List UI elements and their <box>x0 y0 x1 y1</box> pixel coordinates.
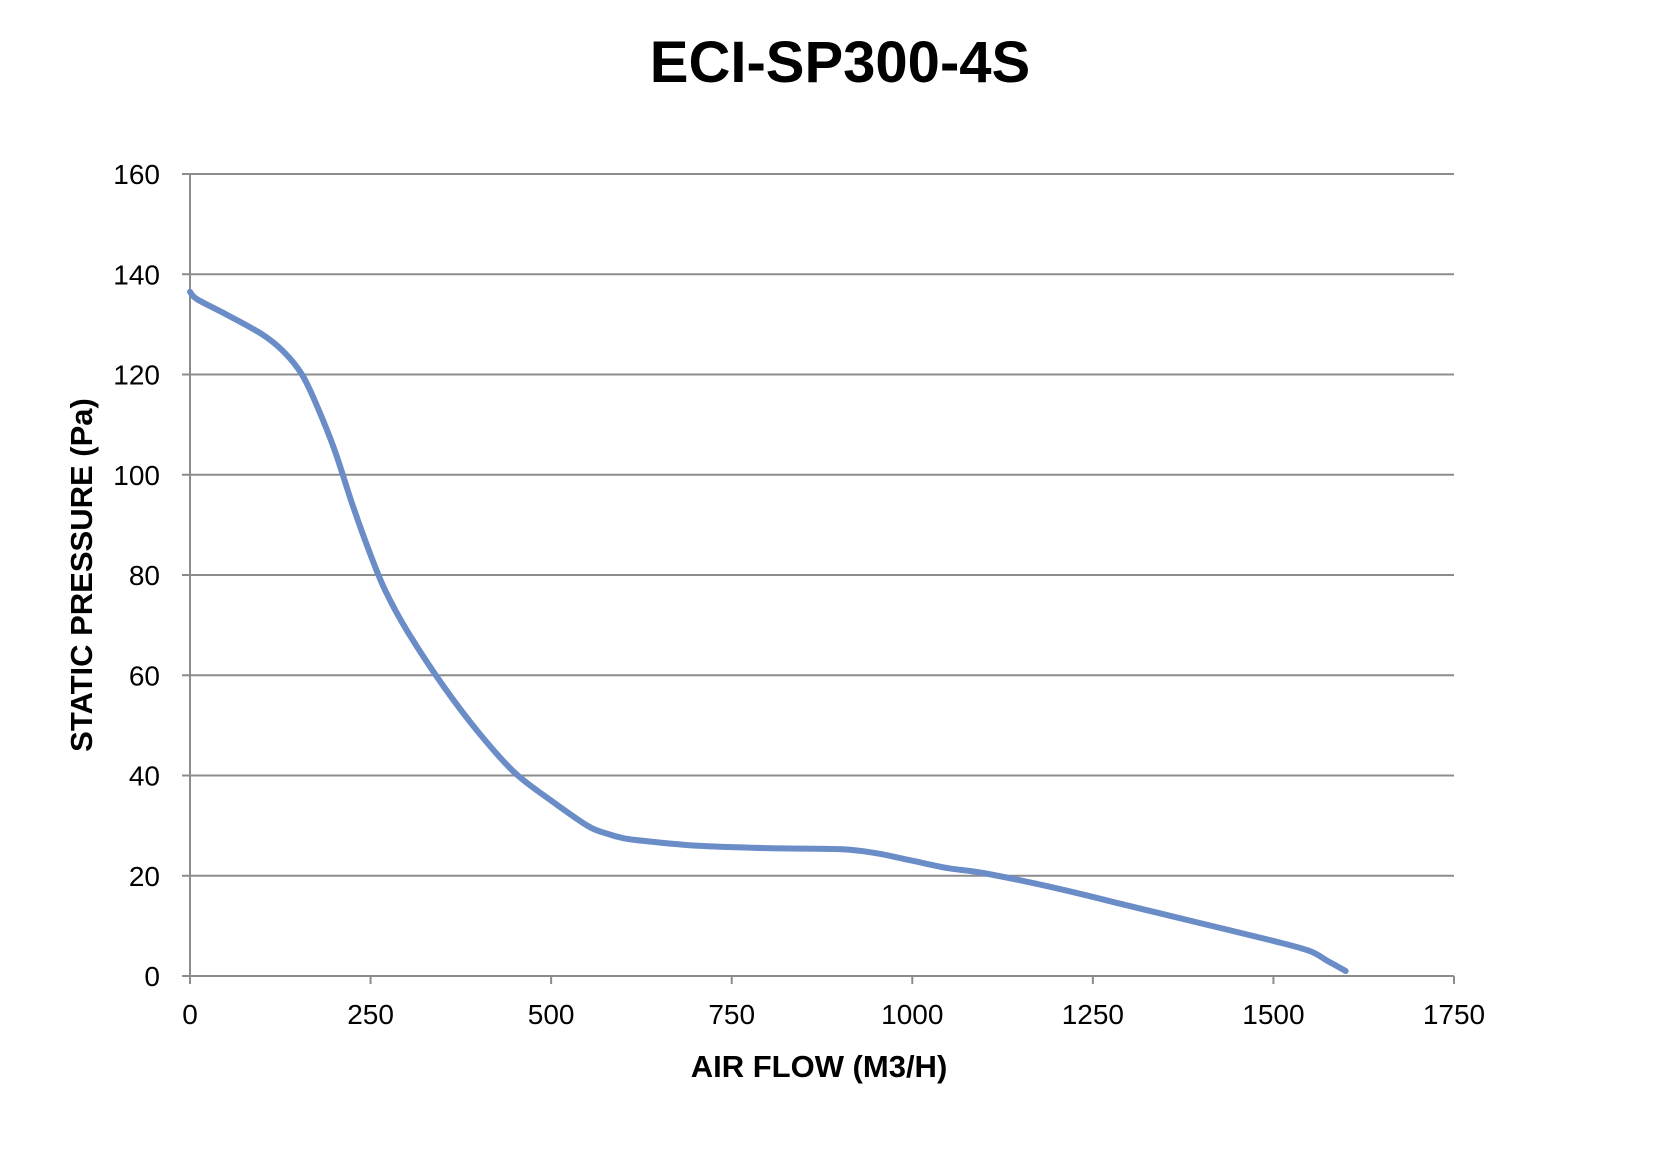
x-axis-label: AIR FLOW (M3/H) <box>691 1049 948 1084</box>
y-tick-label: 60 <box>129 660 160 691</box>
y-tick-label: 20 <box>129 861 160 892</box>
y-tick-label: 140 <box>113 259 160 290</box>
x-tick-label: 500 <box>528 999 575 1030</box>
x-tick-label: 1500 <box>1242 999 1304 1030</box>
chart-title: ECI-SP300-4S <box>650 30 1030 95</box>
gridlines <box>190 173 1454 877</box>
series <box>187 288 1349 974</box>
y-tick-label: 0 <box>144 961 160 992</box>
y-tick-label: 100 <box>113 460 160 491</box>
x-tick-label: 1250 <box>1062 999 1124 1030</box>
tick-labels: 0 20 40 60 80 100 120 140 160 0 250 500 750 1000 1250 1… <box>113 159 1485 1030</box>
series-line-0 <box>187 288 1349 974</box>
y-tick-label: 120 <box>113 360 160 391</box>
x-tick-label: 1750 <box>1423 999 1485 1030</box>
x-tick-label: 750 <box>708 999 755 1030</box>
x-tick-label: 1000 <box>881 999 943 1030</box>
y-tick-label: 160 <box>113 159 160 190</box>
x-tick-label: 250 <box>347 999 394 1030</box>
y-tick-label: 40 <box>129 761 160 792</box>
y-axis-label: STATIC PRESSURE (Pa) <box>64 398 99 752</box>
x-tick-label: 0 <box>182 999 198 1030</box>
y-tick-label: 80 <box>129 560 160 591</box>
axes <box>182 173 1455 984</box>
